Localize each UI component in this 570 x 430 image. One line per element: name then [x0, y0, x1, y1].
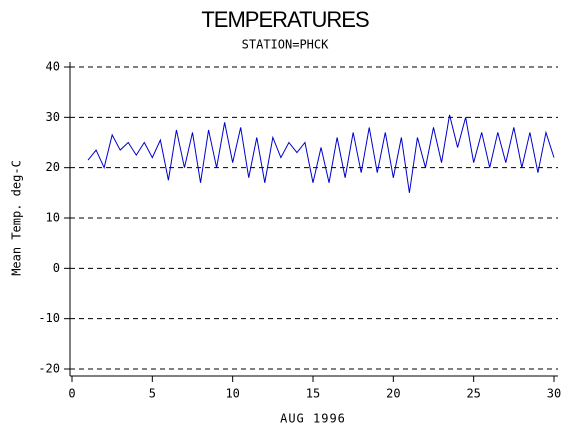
x-tick-label: 20: [386, 387, 400, 401]
data-line: [87, 114, 555, 193]
x-tick-label: 10: [225, 387, 239, 401]
y-tick-label: 10: [46, 211, 60, 225]
y-tick-label: 20: [46, 160, 60, 174]
y-tick-label: -20: [38, 362, 60, 376]
y-tick-label: 0: [53, 261, 60, 275]
x-tick-label: 5: [149, 387, 156, 401]
x-tick-label: 15: [306, 387, 320, 401]
x-tick-label: 30: [547, 387, 561, 401]
y-tick-label: 40: [46, 60, 60, 74]
x-axis-label: AUG 1996: [280, 412, 346, 426]
chart-subtitle: STATION=PHCK: [242, 38, 329, 52]
chart-title: TEMPERATURES: [201, 7, 369, 32]
x-tick-label: 25: [466, 387, 480, 401]
y-tick-label: 30: [46, 110, 60, 124]
y-tick-label: -10: [38, 311, 60, 325]
x-tick-label: 0: [68, 387, 75, 401]
y-axis-label: Mean Temp. deg-C: [10, 160, 24, 276]
